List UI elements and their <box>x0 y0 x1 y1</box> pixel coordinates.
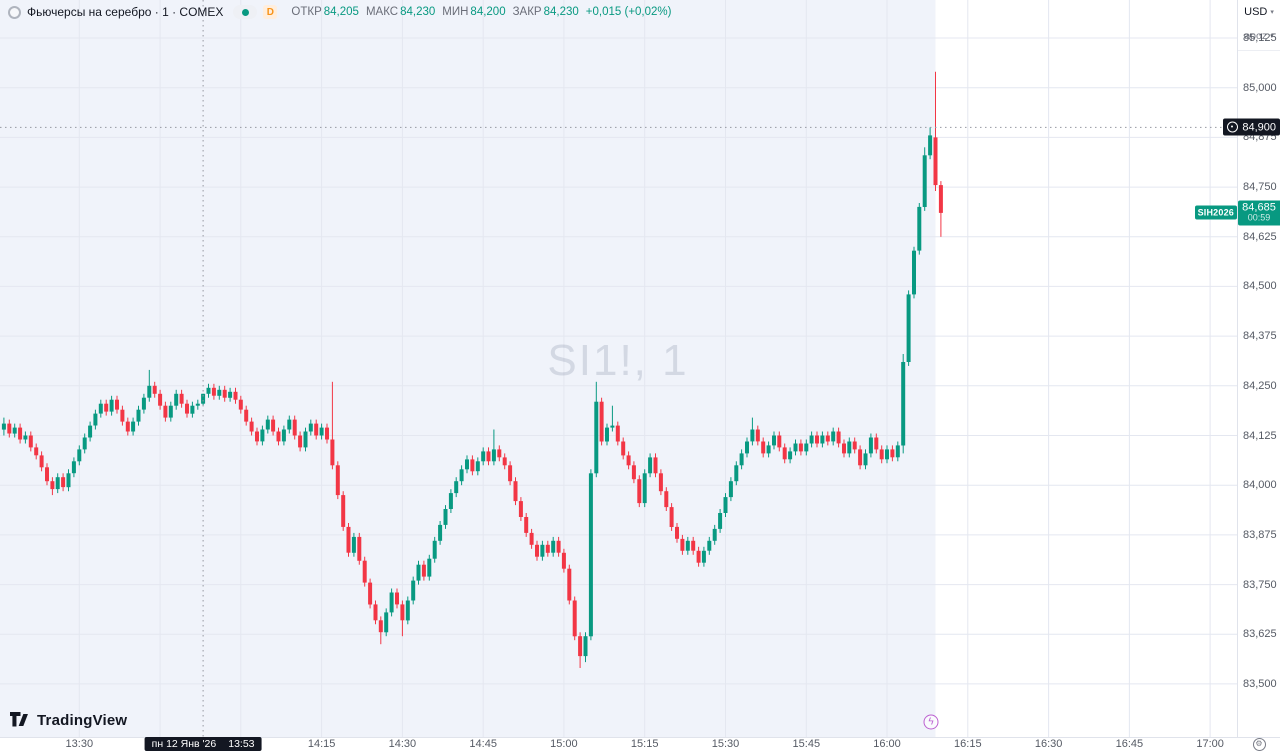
price-axis-label: 84,000 <box>1243 479 1277 492</box>
unit-selector[interactable]: apoz ▾ <box>1238 24 1280 48</box>
gear-icon[interactable]: ⚙ <box>1252 738 1266 751</box>
currency-selector[interactable]: USD ▾ <box>1238 0 1280 24</box>
time-axis-label: 15:45 <box>792 738 821 750</box>
time-axis-label: 17:00 <box>1196 738 1224 750</box>
chevron-down-icon: ▾ <box>1270 33 1274 40</box>
open-value: 84,205 <box>323 6 359 18</box>
price-axis-label: 85,000 <box>1243 81 1277 94</box>
change-value: +0,015 (+0,02%) <box>585 6 672 18</box>
time-axis-label: 15:30 <box>711 738 740 750</box>
price-axis-label: 84,500 <box>1243 280 1277 293</box>
price-axis-label: 83,875 <box>1243 528 1277 541</box>
price-scale-units: USD ▾ apoz ▾ <box>1238 0 1280 51</box>
crosshair-time-tooltip: пн 12 Янв '26 13:53 <box>144 737 262 751</box>
time-axis-label: 14:15 <box>307 738 336 750</box>
crosshair-price-value: 84,900 <box>1242 121 1276 134</box>
time-axis-label: 14:30 <box>388 738 417 750</box>
price-axis-label: 84,250 <box>1243 379 1277 392</box>
tradingview-glyph-icon <box>10 712 28 727</box>
close-value: 84,230 <box>543 6 579 18</box>
bar-countdown: 00:59 <box>1247 212 1271 223</box>
time-axis-label: 16:15 <box>954 738 982 750</box>
last-price-box: 84,685 00:59 <box>1238 200 1280 226</box>
contract-chip[interactable]: SIH2026 <box>1194 205 1237 220</box>
add-alert-icon[interactable] <box>1227 121 1239 133</box>
price-axis-label: 84,625 <box>1243 230 1277 243</box>
chart-legend: Фьючерсы на серебро · 1 · COMEX D ОТКР 84… <box>8 5 671 19</box>
unit-label: apoz <box>1244 30 1268 42</box>
time-axis-label: 15:00 <box>550 738 578 750</box>
candlestick-chart-canvas[interactable] <box>0 0 1237 737</box>
time-axis-label: 16:45 <box>1115 738 1144 750</box>
price-axis-label: 85,125 <box>1243 32 1277 44</box>
currency-label: USD <box>1244 6 1268 18</box>
axis-settings-corner[interactable]: ⚙ <box>1238 737 1280 751</box>
low-value: 84,200 <box>470 6 506 18</box>
last-price-value: 84,685 <box>1242 201 1276 214</box>
price-axis-label: 84,750 <box>1243 181 1277 194</box>
lightning-icon[interactable]: ϟ <box>923 714 939 730</box>
time-axis-label: 15:15 <box>630 738 659 750</box>
price-axis-label: 83,625 <box>1243 628 1277 641</box>
chevron-down-icon: ▾ <box>1270 9 1274 16</box>
tradingview-logo[interactable]: TradingView <box>10 712 127 729</box>
open-label: ОТКР <box>291 6 322 18</box>
delayed-data-badge[interactable]: D <box>263 5 278 19</box>
low-label: МИН <box>442 6 469 18</box>
tradingview-logo-text: TradingView <box>37 712 128 729</box>
price-axis-label: 83,750 <box>1243 578 1277 591</box>
crosshair-price-badge[interactable]: 84,900 <box>1223 118 1280 136</box>
last-price-badge[interactable]: SIH2026 84,685 00:59 <box>1194 200 1280 226</box>
market-status-pill[interactable] <box>233 5 258 19</box>
symbol-logo-icon <box>8 5 21 19</box>
close-label: ЗАКР <box>512 6 542 18</box>
price-axis-label: 84,375 <box>1243 330 1277 343</box>
time-axis-label: 14:45 <box>469 738 497 750</box>
symbol-watermark: SI1!, 1 <box>547 336 689 385</box>
time-axis-label: 16:00 <box>873 738 901 750</box>
high-value: 84,230 <box>400 6 436 18</box>
ohlc-row: ОТКР 84,205 МАКС 84,230 МИН 84,200 ЗАКР 84,2… <box>291 6 671 18</box>
price-axis[interactable]: USD ▾ apoz ▾ 85,125 85,000 84,875 84,750 84,… <box>1237 0 1280 737</box>
crosshair-date: пн 12 Янв '26 <box>151 738 217 750</box>
price-axis-label: 84,125 <box>1243 429 1277 442</box>
time-axis-label: 16:30 <box>1034 738 1063 750</box>
crosshair-time: 13:53 <box>228 738 255 750</box>
price-axis-label: 83,500 <box>1243 677 1277 690</box>
time-axis-label: 13:30 <box>65 738 94 750</box>
high-label: МАКС <box>365 6 399 18</box>
symbol-title[interactable]: Фьючерсы на серебро · 1 · COMEX <box>27 5 224 19</box>
market-open-dot-icon <box>241 8 249 16</box>
